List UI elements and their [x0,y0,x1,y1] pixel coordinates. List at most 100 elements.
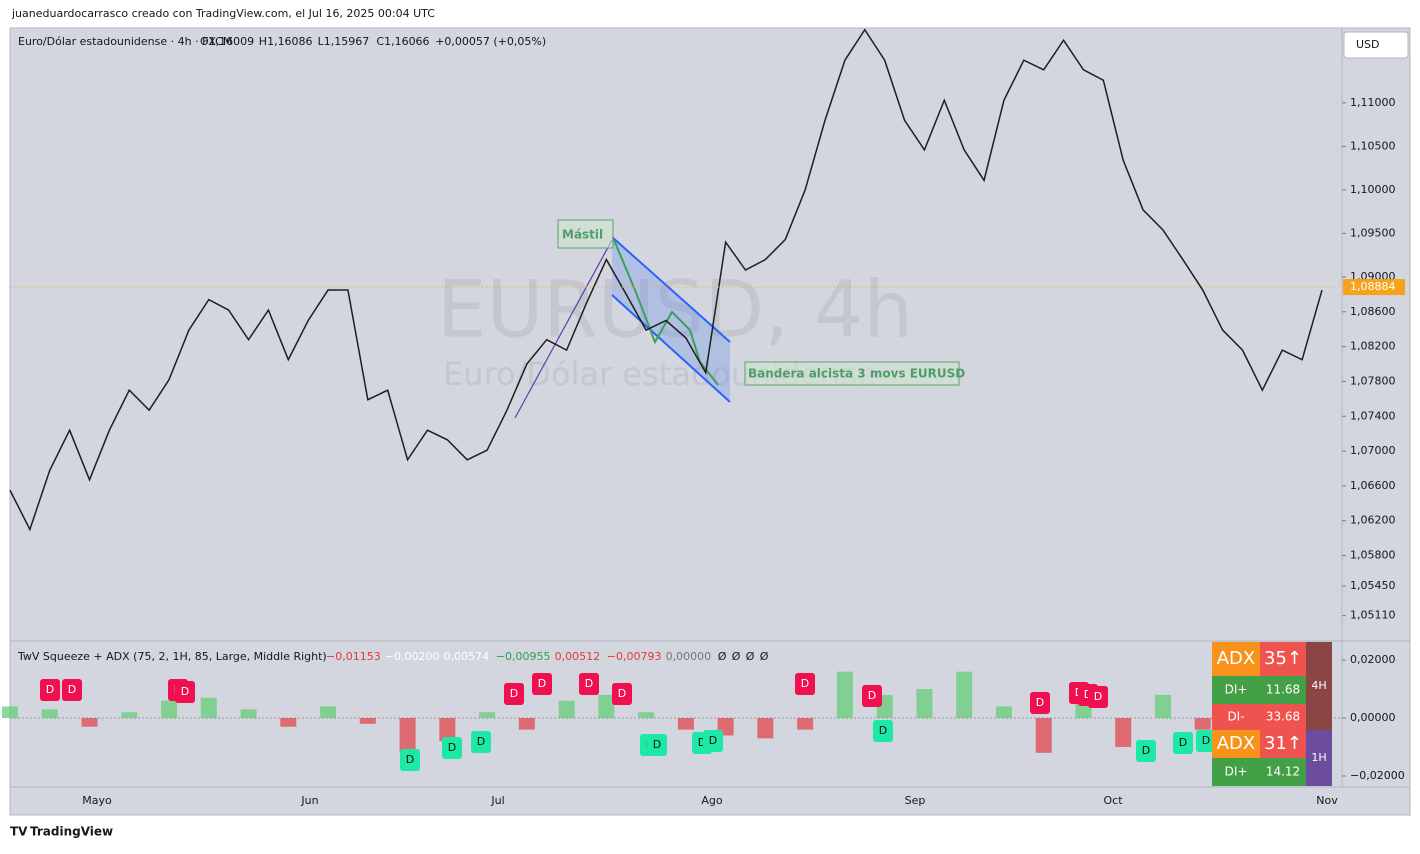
squeeze-bar [916,689,933,719]
adx-value: 31↑ [1264,733,1302,754]
signal-label: D [448,741,456,754]
adx-label-cell [1212,758,1260,786]
x-tick-label: Ago [701,794,723,807]
annotation: Bandera alcista 3 movs EURUSD [748,367,965,381]
adx-label: ADX [1217,733,1256,754]
signal-label: D [1036,696,1044,709]
indicator-value: −0,00200 [385,650,440,663]
signal-label: D [477,735,485,748]
last-price-label: 1,08884 [1350,280,1396,293]
annotation: Mástil [562,228,603,242]
y-tick-label: 0,02000 [1350,653,1396,666]
y-tick-label: 1,05450 [1350,579,1396,592]
signal-bullish [1136,740,1156,762]
signal-label: D [868,689,876,702]
y-tick-label: 1,07800 [1350,374,1396,387]
indicator-empty: Ø [732,650,741,663]
annotation-box [557,219,614,249]
indicator-empty: Ø [760,650,769,663]
signal-bullish [703,730,723,752]
squeeze-bar [797,718,814,730]
signal-label: D [585,677,593,690]
timeframe-cell [1306,730,1332,786]
signal-bearish [1030,692,1050,714]
timeframe: 4H [1311,679,1326,692]
squeeze-bar [757,718,774,739]
x-tick-label: Sep [905,794,926,807]
adx-value-cell [1260,730,1306,758]
squeeze-bar [836,671,853,719]
signal-label: D [618,687,626,700]
y-tick-label: 1,11000 [1350,96,1396,109]
mast-line [514,239,613,419]
y-tick-label: 1,06600 [1350,479,1396,492]
adx-value-cell [1260,704,1306,730]
currency-button[interactable] [1343,31,1409,59]
signal-label: D [698,736,706,749]
signal-bullish [647,734,667,756]
squeeze-bar [121,712,138,719]
signal-bearish [862,685,882,707]
squeeze-bar [2,706,18,719]
currency[interactable]: USD [1356,38,1380,51]
squeeze-bar [320,706,337,719]
ohlc-value: H1,16086 [259,35,313,48]
signal-label: D [46,683,54,696]
signal-label: D [879,724,887,737]
last-price-tag [1343,279,1405,296]
indicator-value: −0,00955 [496,650,551,663]
signal-bullish [442,737,462,759]
adx-label: ADX [1217,648,1256,669]
adx-value: 11.68 [1266,683,1300,697]
watermark: EURUSD, 4h [437,265,913,355]
signal-bullish [1196,730,1216,752]
adx-value: 14.12 [1266,765,1300,779]
signal-bearish [1088,686,1108,708]
signal-bullish [873,720,893,742]
signal-label: D [801,677,809,690]
squeeze-bar [399,718,416,753]
y-tick-label: 1,09500 [1350,226,1396,239]
squeeze-bar [598,694,615,719]
squeeze-bar [1194,718,1211,730]
squeeze-bar [1154,694,1171,719]
signal-bearish [175,681,195,703]
squeeze-bar [280,718,297,727]
x-tick-label: Jun [300,794,318,807]
squeeze-bar [439,718,456,742]
signal-label: D [1094,690,1102,703]
squeeze-bar [518,718,535,730]
adx-label: DI+ [1225,765,1248,779]
signal-bearish [504,683,524,705]
signal-bullish [400,749,420,771]
signal-bearish [612,683,632,705]
indicator-title: TwV Squeeze + ADX (75, 2, 1H, 85, Large,… [17,650,327,663]
y-tick-label: 1,10500 [1350,139,1396,152]
squeeze-bar [479,712,496,719]
indicator-empty: Ø [718,650,727,663]
ohlc-value: L1,15967 [318,35,370,48]
price-line [9,28,1323,532]
indicator-value: 0,00512 [555,650,601,663]
adx-label-cell [1212,676,1260,704]
ohlc-value: C1,16066 [376,35,429,48]
flag-line [611,236,731,343]
signal-label: D [181,685,189,698]
timeframe: 1H [1311,751,1326,764]
signal-label: D [1142,744,1150,757]
signal-bearish [579,673,599,695]
signal-label: D [68,683,76,696]
indicator-legend: −0,01153 −0,00200 0,00574 −0,00955 0,00512 −0… [326,650,769,663]
chart-frame [9,27,1411,816]
adx-label-cell [1212,704,1260,730]
signal-label: D [406,753,414,766]
annotation-box [744,361,960,386]
y-tick-label: 1,08600 [1350,305,1396,318]
y-tick-label: 1,07400 [1350,409,1396,422]
y-tick-label: −0,02000 [1350,769,1405,782]
squeeze-bar [956,671,973,719]
timeframe-cell [1306,642,1332,730]
signal-bearish [532,673,552,695]
indicator-value: −0,01153 [326,650,381,663]
